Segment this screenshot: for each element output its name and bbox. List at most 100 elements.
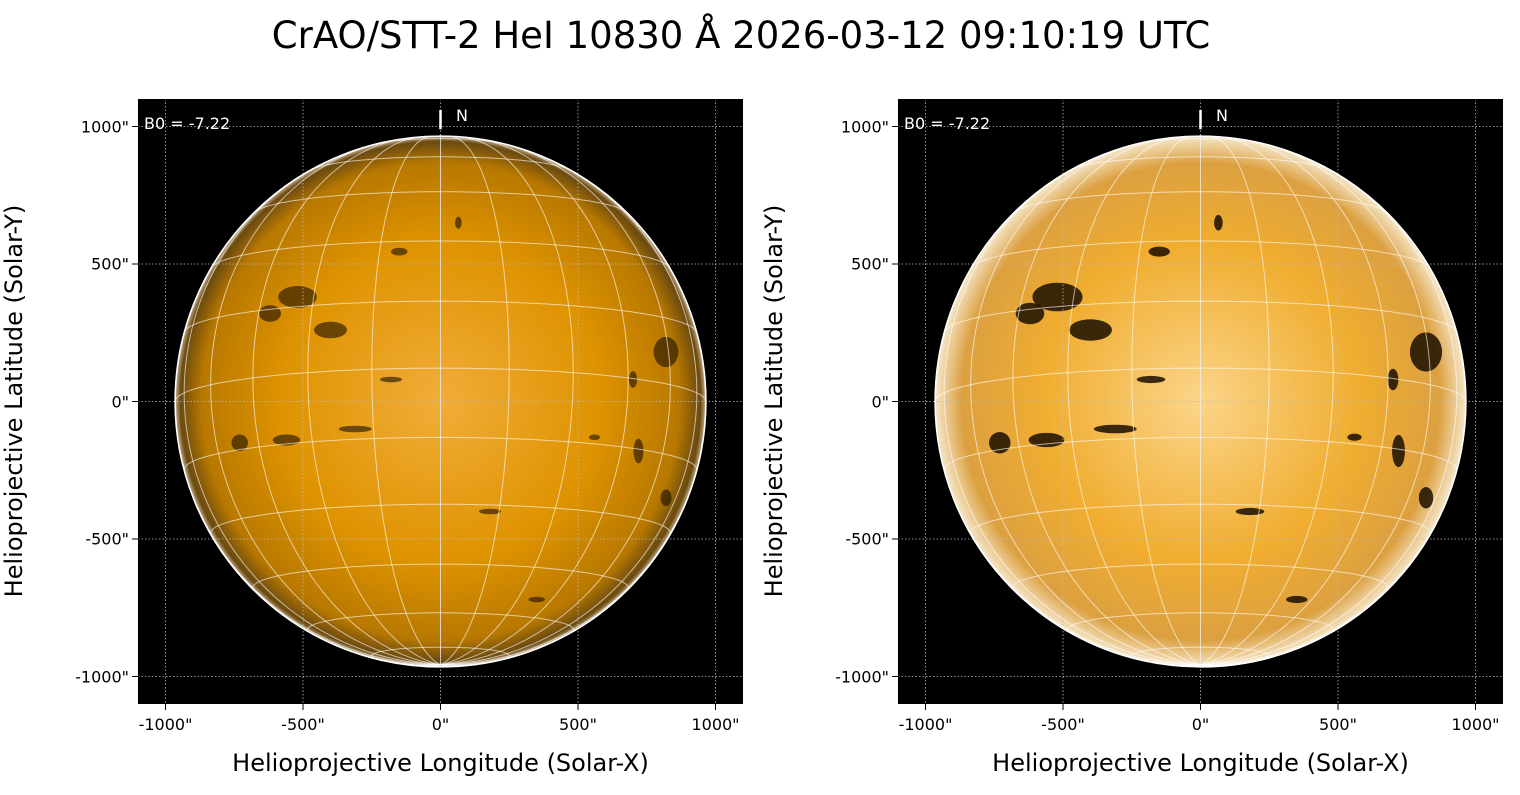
x-axis-label: Helioprojective Longitude (Solar-X): [232, 749, 649, 777]
tick-mark-layer: [132, 126, 716, 710]
y-tick-label: 500": [91, 254, 129, 274]
longitude-gridline: [440, 138, 629, 666]
figure-title: CrAO/STT-2 HeI 10830 Å 2026-03-12 09:10:…: [271, 14, 1211, 57]
longitude-gridline: [183, 164, 441, 666]
b0-annotation: B0 = -7.22: [144, 114, 231, 133]
dark-filament-feature: [1347, 433, 1362, 441]
longitude-gridline: [1200, 143, 1431, 666]
y-tick-label: -500": [85, 529, 129, 549]
longitude-gridline: [440, 143, 671, 666]
y-tick-label: 1000": [80, 117, 129, 136]
b0-annotation: B0 = -7.22: [904, 114, 991, 133]
latitude-gridline: [211, 240, 670, 268]
longitude-gridline: [1200, 138, 1389, 666]
axes-frame: [898, 99, 1503, 704]
y-axis-label: Helioprojective Latitude (Solar-Y): [760, 204, 788, 598]
dark-filament-feature: [1028, 432, 1065, 448]
dark-filament-feature: [1392, 434, 1405, 468]
solar-limb: [934, 135, 1467, 668]
longitude-gridline: [252, 138, 441, 666]
y-tick-label: -1000": [835, 667, 889, 686]
latitude-gridline: [971, 240, 1430, 268]
y-axis-label: Helioprojective Latitude (Solar-Y): [0, 204, 28, 598]
dark-filament-feature: [653, 336, 679, 368]
latitude-gridline: [183, 300, 698, 333]
latitude-gridline: [1067, 612, 1334, 634]
dark-filament-feature: [455, 216, 462, 229]
latitude-gridline: [371, 646, 510, 661]
longitude-gridline: [440, 164, 698, 666]
longitude-gridline: [1131, 135, 1201, 666]
y-tick-label: -1000": [75, 667, 129, 686]
x-tick-label: 1000": [1451, 715, 1500, 734]
latitude-gridline: [934, 367, 1467, 402]
y-tick-label: -500": [845, 529, 889, 549]
latitude-gridline: [1071, 156, 1330, 170]
latitude-gridline: [311, 156, 570, 170]
latitude-gridline: [307, 612, 574, 634]
dark-filament-feature: [259, 305, 281, 322]
latitude-gridline: [943, 300, 1458, 333]
dark-filament-feature: [1409, 332, 1443, 372]
longitude-gridline: [307, 136, 441, 666]
dark-filament-feature: [1148, 246, 1170, 257]
dark-filament-feature: [528, 596, 545, 603]
dark-filament-feature: [989, 432, 1011, 454]
y-tick-label: 500": [851, 254, 889, 274]
longitude-gridline: [210, 143, 441, 666]
dark-filament-feature: [628, 371, 638, 388]
longitude-gridline: [440, 135, 510, 666]
dark-filament-feature: [1136, 375, 1166, 384]
dark-filament-feature: [1032, 282, 1083, 312]
longitude-gridline: [1012, 138, 1201, 666]
dark-filament-feature: [633, 438, 644, 464]
longitude-gridline: [943, 164, 1201, 666]
x-tick-label: -1000": [138, 715, 193, 734]
longitude-gridline: [1200, 136, 1334, 666]
dark-filament-feature: [272, 434, 301, 446]
right-solar-panel: B0 = -7.22 N -1000" -500" 0" 500" 1000" -1000" -…: [760, 99, 1503, 777]
dark-filament-feature: [479, 508, 501, 515]
longitude-gridline: [371, 135, 441, 666]
dark-filament-feature: [589, 434, 600, 440]
tick-mark-layer: [892, 126, 1476, 710]
dark-filament-feature: [338, 425, 372, 433]
latitude-gridline: [254, 191, 627, 213]
latitude-gridline: [380, 138, 501, 144]
dark-filament-feature: [231, 434, 248, 451]
dark-filament-feature: [1418, 487, 1434, 509]
latitude-gridline: [210, 503, 671, 536]
y-tick-label: 0": [871, 392, 889, 411]
latitude-gridline: [174, 367, 707, 402]
y-tick-label: 0": [111, 392, 129, 411]
latitude-gridline: [970, 503, 1431, 536]
longitude-gridline: [970, 143, 1201, 666]
dark-filament-feature: [380, 376, 402, 383]
dark-filament-feature: [391, 247, 408, 256]
dark-filament-feature: [1387, 368, 1399, 391]
north-label: N: [1216, 106, 1228, 125]
latitude-gridline: [252, 563, 629, 591]
left-solar-panel: B0 = -7.22 N -1000" -500" 0" 500" 1000" -1000" -…: [0, 99, 743, 777]
solar-image-plot: [138, 99, 743, 704]
latitude-gridline: [1014, 191, 1387, 213]
axes-frame: [138, 99, 743, 704]
y-tick-label: 1000": [840, 117, 889, 136]
dark-filament-feature: [278, 286, 317, 308]
x-tick-label: -500": [281, 715, 325, 734]
dark-filament-feature: [660, 489, 672, 506]
dark-filament-feature: [1235, 507, 1265, 516]
x-tick-label: 1000": [691, 715, 740, 734]
longitude-gridline: [1200, 164, 1458, 666]
x-tick-label: -1000": [898, 715, 953, 734]
north-label: N: [456, 106, 468, 125]
x-axis-label: Helioprojective Longitude (Solar-X): [992, 749, 1409, 777]
solar-image-plot: [898, 99, 1503, 704]
latitude-gridline: [1140, 138, 1261, 144]
longitude-gridline: [1067, 136, 1201, 666]
latitude-gridline: [943, 436, 1458, 470]
solar-limb: [174, 135, 707, 668]
x-tick-label: 500": [1319, 715, 1357, 734]
dark-filament-feature: [1286, 595, 1308, 604]
x-tick-label: -500": [1041, 715, 1085, 734]
